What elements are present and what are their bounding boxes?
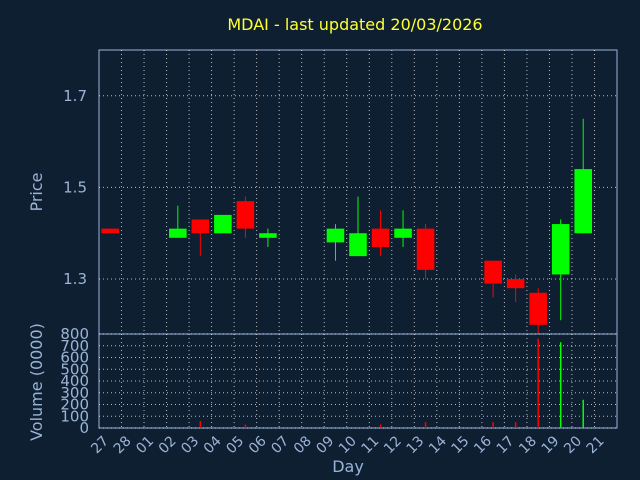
chart-title: MDAI - last updated 20/03/2026	[227, 15, 482, 34]
price-tick-label: 1.5	[63, 178, 87, 196]
price-axis-label: Price	[27, 172, 46, 211]
candle-body	[394, 228, 412, 238]
x-axis-label: Day	[332, 457, 364, 476]
x-tick-label: 17	[494, 433, 518, 457]
x-tick-label: 12	[381, 433, 405, 457]
volume-bar	[492, 422, 494, 428]
volume-tick-label: 0	[79, 419, 89, 437]
volume-bar	[514, 422, 517, 428]
candle-body	[529, 292, 547, 325]
volume-bar	[582, 399, 584, 428]
price-panel: 1.3 1.5 1.7	[63, 49, 618, 335]
volume-bar	[559, 342, 562, 428]
x-tick-label: 10	[336, 433, 360, 457]
x-tick-label: 16	[471, 433, 495, 457]
x-tick-label: 04	[201, 433, 225, 457]
x-tick-label: 09	[313, 433, 337, 457]
candle-body	[326, 228, 345, 243]
x-tick-label: 01	[133, 433, 157, 457]
x-tick-label: 28	[111, 433, 135, 457]
volume-tick-label: 400	[60, 372, 89, 390]
candle-body	[259, 233, 277, 238]
x-tick-label: 08	[291, 433, 315, 457]
volume-tick-label: 300	[60, 384, 89, 402]
x-tick-label: 06	[246, 433, 270, 457]
candle-body	[484, 260, 502, 284]
volume-tick-label: 100	[60, 407, 89, 425]
x-tick-label: 03	[178, 433, 202, 457]
volume-tick-label: 600	[60, 349, 89, 367]
volume-bar	[379, 424, 382, 428]
x-tick-label: 02	[156, 433, 180, 457]
candle-body	[551, 224, 570, 275]
price-plot-frame	[98, 49, 618, 335]
candle-body	[101, 228, 120, 234]
x-tick-label: 15	[449, 433, 473, 457]
candle-body	[416, 228, 435, 270]
candle-body	[214, 214, 232, 234]
x-tick-label: 19	[539, 433, 563, 457]
x-tick-label: 27	[88, 433, 112, 457]
volume-tick-label: 500	[60, 360, 89, 378]
x-tick-label: 21	[584, 433, 608, 457]
x-tick-label: 13	[404, 433, 428, 457]
volume-tick-label: 700	[60, 337, 89, 355]
candle-body	[574, 169, 593, 234]
x-tick-label: 18	[516, 433, 540, 457]
x-tick-label: 07	[268, 433, 292, 457]
volume-tick-label: 200	[60, 396, 89, 414]
x-tick-label: 20	[561, 433, 585, 457]
volume-bar	[244, 424, 247, 428]
x-tick-label: 11	[358, 433, 382, 457]
candle-body	[169, 228, 187, 238]
x-tick-label: 05	[223, 433, 247, 457]
candle-body	[371, 228, 390, 247]
candle-body	[191, 219, 210, 234]
volume-bar	[424, 422, 427, 428]
candle-body	[349, 233, 367, 257]
x-tick-labels: 2728010203040506070809101112131415161718…	[88, 433, 607, 457]
x-tick-label: 14	[426, 433, 450, 457]
volume-bar	[537, 338, 539, 428]
candle-body	[236, 201, 255, 229]
volume-bar	[199, 420, 202, 428]
price-tick-label: 1.7	[63, 87, 87, 105]
volume-axis-label: Volume (0000)	[27, 323, 46, 441]
candle-body	[506, 279, 525, 289]
price-tick-label: 1.3	[63, 270, 87, 288]
volume-tick-label: 800	[60, 325, 89, 343]
